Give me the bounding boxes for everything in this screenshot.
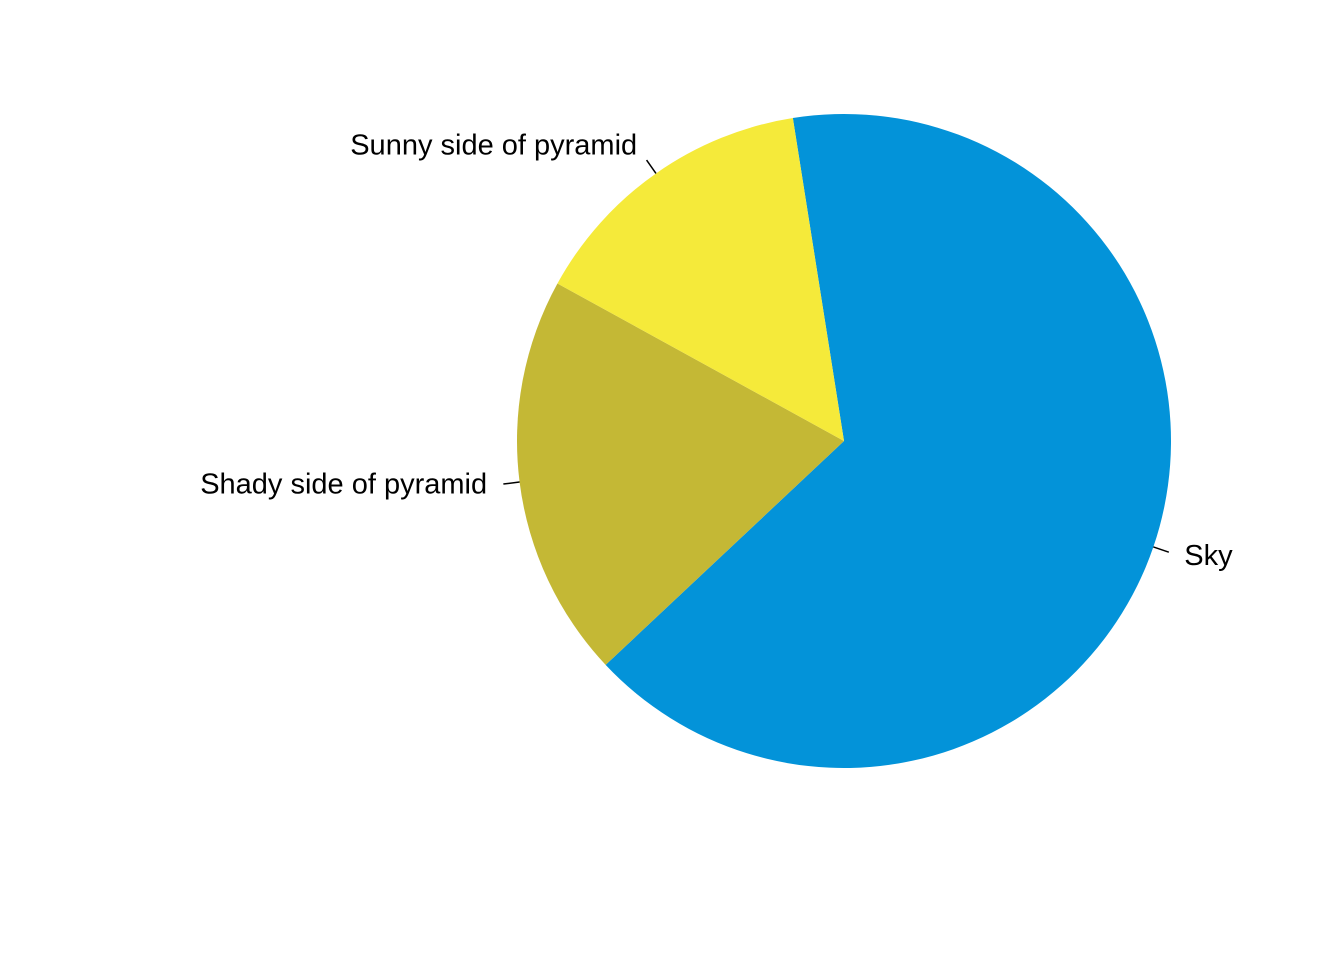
pie-leader-line-0 [1153,546,1170,553]
pie-slice-1 [516,283,844,665]
pie-leader-line-2 [645,159,657,174]
pie-label-0: Sky [1184,540,1233,572]
pie-label-2: Sunny side of pyramid [350,129,637,161]
pie-leader-line-1 [503,481,520,485]
pie-slice-0 [605,114,1171,769]
pie-label-1: Shady side of pyramid [200,469,487,501]
labels-layer: Sky Shady side of pyramid Sunny side of py… [200,129,1233,572]
slices-layer [516,114,1171,769]
pie-slice-2 [557,118,844,441]
